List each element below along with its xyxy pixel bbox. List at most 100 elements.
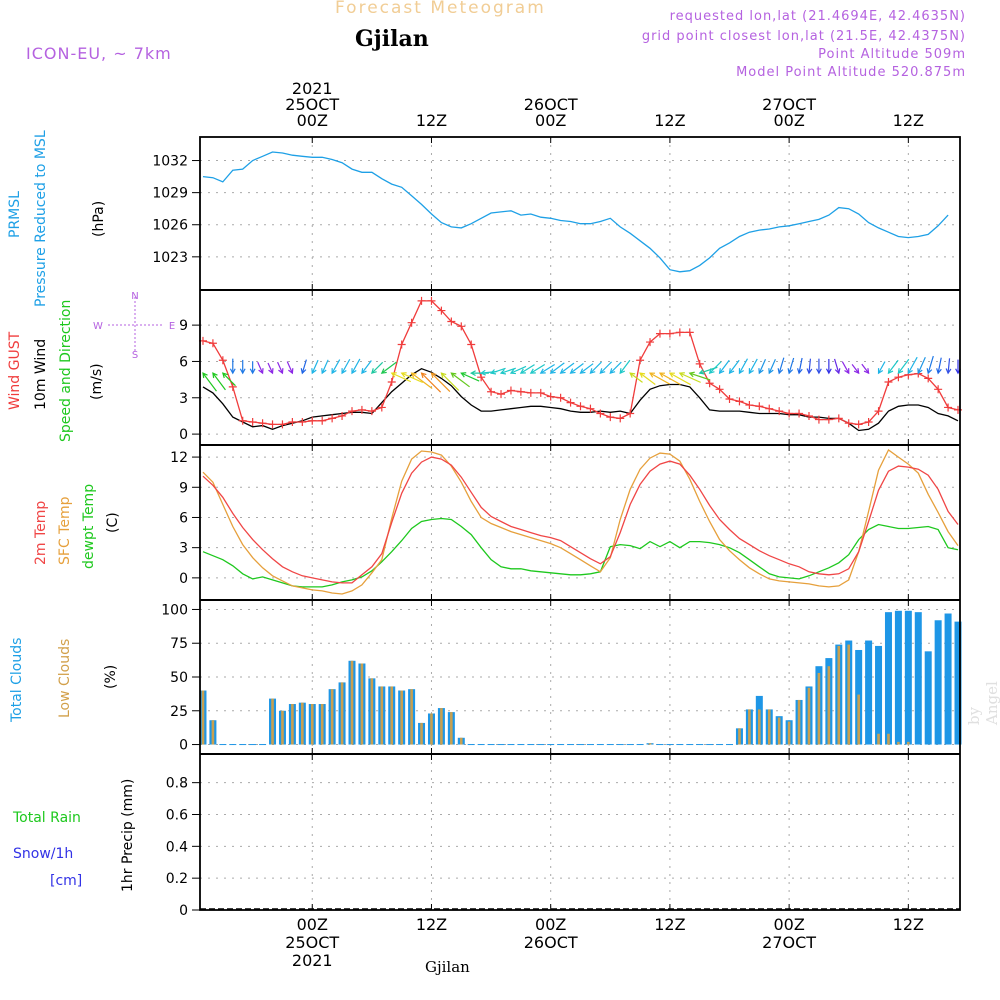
- low-cloud-bar: [877, 733, 880, 745]
- wind-arrow-head: [221, 372, 228, 379]
- wind-arrow-head: [945, 368, 952, 375]
- wind-arrow-head: [380, 368, 387, 374]
- gust-marker: [348, 407, 356, 416]
- gust-marker: [497, 390, 506, 399]
- wind-arrow-head: [499, 369, 507, 375]
- low-cloud-bar: [827, 666, 831, 745]
- wind-arrow: [229, 358, 236, 375]
- y-tick-label: 0.2: [166, 871, 188, 887]
- point-altitude: Point Altitude 509m: [818, 47, 966, 62]
- wind-arrow-head: [897, 368, 904, 375]
- gust-marker: [427, 296, 436, 305]
- wind-arrow: [945, 358, 952, 375]
- total-cloud-bar: [884, 612, 892, 745]
- wind-arrow-head: [268, 368, 274, 375]
- wind-arrow-head: [450, 372, 457, 378]
- total-cloud-bar: [875, 645, 883, 745]
- wind-arrow: [758, 358, 767, 375]
- gust-marker: [874, 407, 883, 416]
- wind-arrow-head: [825, 368, 832, 375]
- location-title: Gjilan: [355, 26, 429, 52]
- wind-arrow: [887, 359, 899, 375]
- wind-arrow: [440, 372, 460, 391]
- low-cloud-bar: [350, 660, 354, 745]
- gust-marker: [576, 402, 585, 411]
- low-cloud-bar: [857, 694, 860, 745]
- gust-marker: [785, 409, 794, 418]
- wind-arrow-shaft: [301, 359, 307, 374]
- low-cloud-bar: [738, 728, 741, 745]
- wind-arrow-shaft: [841, 361, 850, 374]
- gust-marker: [725, 394, 734, 403]
- x-bottom-label: 12Z: [654, 915, 685, 934]
- wind-arrow-shaft: [530, 363, 546, 374]
- low-cloud-bar: [648, 743, 652, 745]
- gust-marker: [328, 414, 337, 423]
- wind-arrow-shaft: [878, 361, 886, 374]
- wind-arrow-head: [539, 368, 546, 374]
- wind-arrow-shaft: [629, 372, 643, 383]
- wind-arrow-head: [877, 368, 884, 375]
- wind-arrow-shaft: [421, 372, 442, 393]
- wind-arrow-head: [748, 368, 754, 375]
- wind-arrow-head: [258, 368, 264, 375]
- wind-arrow-shaft: [267, 362, 274, 374]
- x-top-label: 2021: [292, 79, 333, 98]
- y-tick-label: 12: [170, 450, 188, 466]
- wind-arrow-head: [708, 368, 715, 375]
- y-tick-label: 6: [179, 354, 188, 370]
- gust-marker: [377, 403, 386, 412]
- wind-arrow-shaft: [768, 358, 776, 374]
- wind-arrow-shaft: [619, 359, 631, 374]
- wind-arrow-head: [239, 368, 246, 375]
- low-cloud-bar: [797, 699, 801, 745]
- y-tick-label: 6: [179, 510, 188, 526]
- wind-arrow: [861, 363, 870, 375]
- wind-arrow-shaft: [927, 355, 934, 374]
- low-cloud-bar: [787, 721, 791, 745]
- y-tick-label: 50: [170, 670, 188, 686]
- wind-arrow-shaft: [361, 360, 372, 374]
- total-cloud-bar: [954, 621, 962, 745]
- wind-arrow: [277, 361, 284, 375]
- gust-marker: [338, 411, 347, 420]
- low-cloud-bar: [301, 702, 304, 745]
- x-bottom-label: 27OCT: [762, 933, 816, 952]
- y-tick-label: 0.4: [166, 839, 188, 855]
- wind-arrow-head: [629, 372, 636, 378]
- wind-arrow-head: [559, 368, 566, 374]
- gust-marker: [745, 401, 754, 410]
- wind-arrow-shaft: [639, 372, 656, 385]
- wind-arrow-head: [589, 368, 596, 375]
- y-tick-label: 75: [170, 636, 188, 652]
- low-cloud-bar: [758, 709, 761, 745]
- wind-arrow-head: [806, 368, 813, 375]
- gust-marker: [844, 419, 853, 428]
- wind-arrow-shaft: [371, 361, 384, 374]
- low-cloud-bar: [777, 717, 781, 745]
- snow-label: Snow/1h: [13, 846, 74, 862]
- gust-marker: [636, 356, 645, 365]
- wind-arrow-head: [331, 368, 337, 375]
- wind-arrow: [331, 359, 341, 375]
- x-bottom-label: 2021: [292, 951, 333, 970]
- y-tick-label: 25: [170, 704, 188, 720]
- low-cloud-bar: [400, 690, 403, 745]
- compass-w: W: [93, 321, 103, 332]
- low-cloud-bar: [390, 686, 394, 745]
- low-cloud-bar: [817, 672, 821, 745]
- gust-marker: [755, 402, 764, 411]
- sfc-temp-line: [202, 449, 959, 595]
- wind-10m-line: [202, 367, 959, 432]
- y-tick-label: 0: [179, 738, 188, 754]
- wind-arrow-head: [678, 372, 685, 378]
- low-cloud-bar: [330, 689, 334, 745]
- low-cloud-bar: [271, 698, 274, 745]
- wind-arrow-shaft: [851, 364, 860, 374]
- wind-arrow-head: [668, 372, 675, 378]
- x-top-label: 26OCT: [524, 95, 578, 114]
- wind-arrow-head: [321, 368, 327, 375]
- gust-marker: [457, 322, 466, 331]
- grid-point-coords: grid point closest lon,lat (21.5E, 42.43…: [641, 29, 966, 44]
- wind-arrow-shaft: [937, 357, 942, 374]
